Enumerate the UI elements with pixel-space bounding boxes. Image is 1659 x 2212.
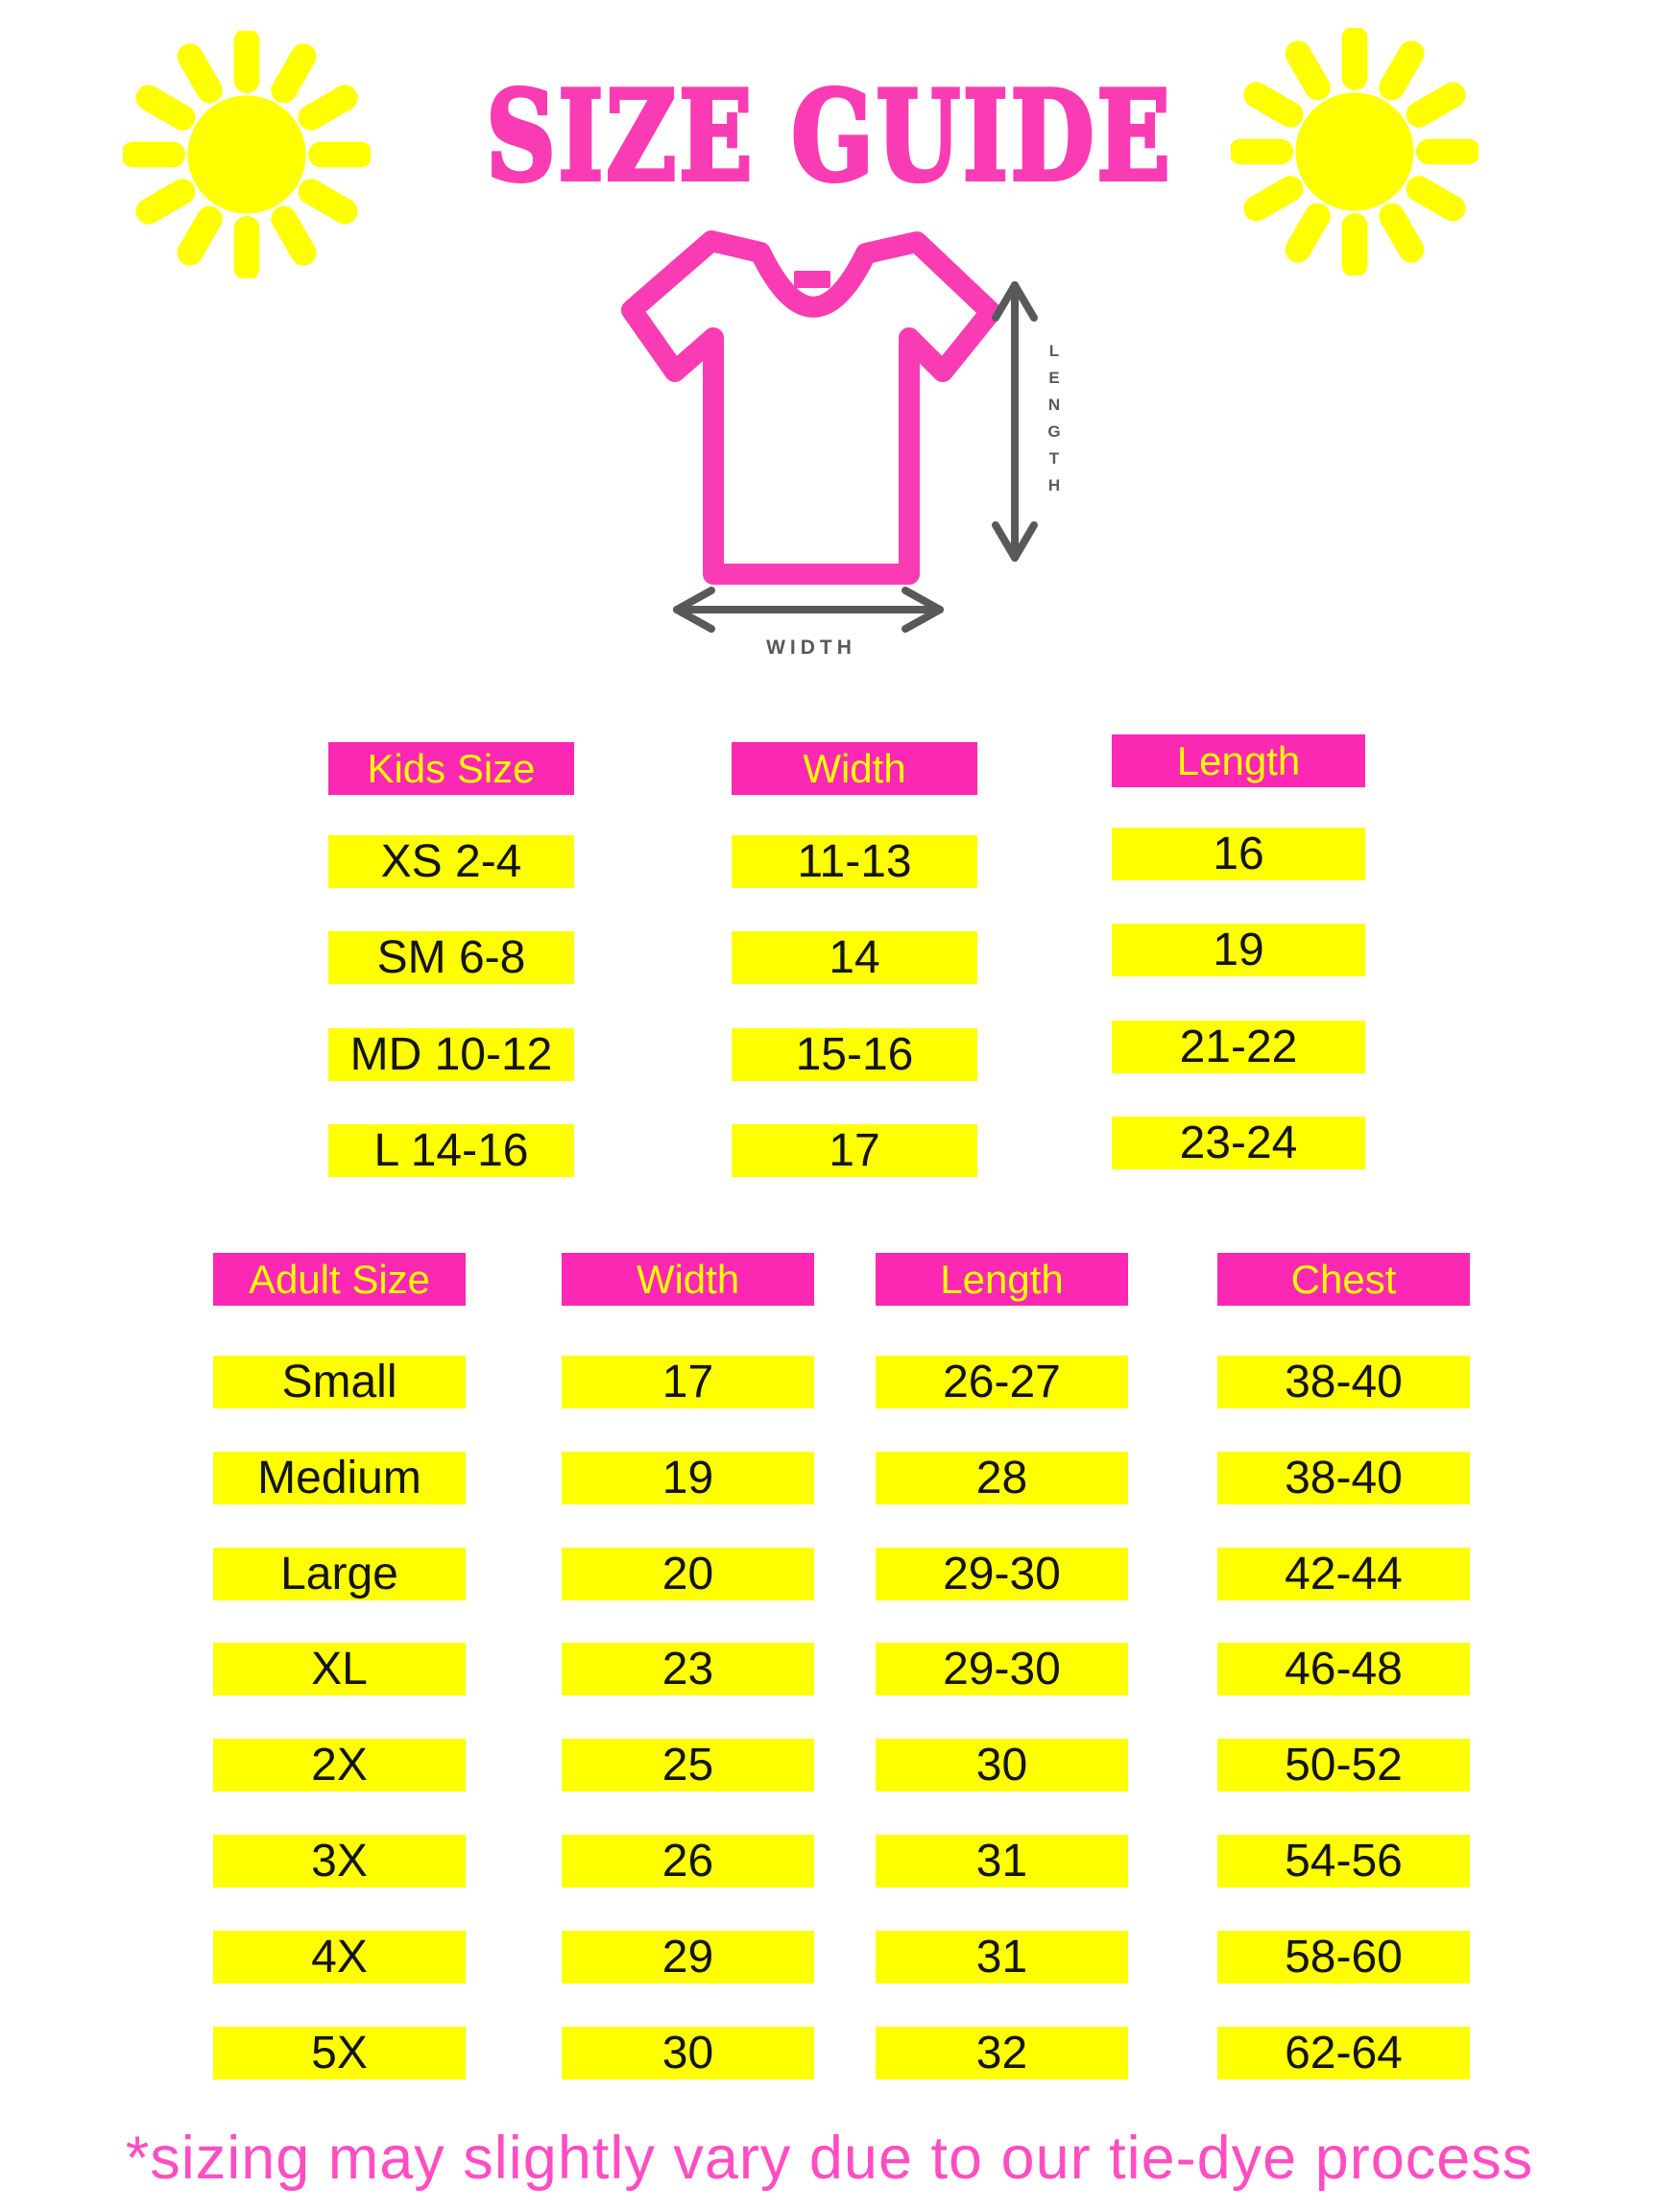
column-header: Length (1112, 734, 1365, 787)
table-cell: 29 (562, 1931, 814, 1984)
footnote: *sizing may slightly vary due to our tie… (125, 2125, 1534, 2192)
arrow-horizontal-icon (673, 587, 944, 633)
table-cell: 21-22 (1112, 1021, 1365, 1073)
table-cell: 23-24 (1112, 1117, 1365, 1169)
tshirt-icon (621, 230, 1001, 585)
table-cell: 31 (876, 1931, 1128, 1984)
column-header: Length (876, 1253, 1128, 1306)
table-cell: 2X (213, 1739, 466, 1791)
table-cell: 38-40 (1217, 1356, 1470, 1408)
table-cell: 4X (213, 1931, 466, 1984)
table-cell: 30 (562, 2027, 814, 2080)
sun-icon (123, 31, 371, 278)
table-cell: SM 6-8 (328, 931, 574, 984)
table-cell: 62-64 (1217, 2027, 1470, 2080)
table-cell: 54-56 (1217, 1835, 1470, 1887)
arrow-vertical-icon (992, 281, 1038, 562)
table-cell: 19 (562, 1452, 814, 1504)
table-cell: 26-27 (876, 1356, 1128, 1408)
table-cell: 14 (732, 931, 977, 984)
tshirt-diagram (621, 230, 1038, 633)
table-cell: 29-30 (876, 1643, 1128, 1695)
table-cell: 58-60 (1217, 1931, 1470, 1984)
table-cell: 15-16 (732, 1028, 977, 1081)
table-cell: 5X (213, 2027, 466, 2080)
table-cell: 26 (562, 1835, 814, 1887)
table-cell: 32 (876, 2027, 1128, 2080)
column-header: Chest (1217, 1253, 1470, 1306)
column-header: Kids Size (328, 742, 574, 795)
column-header: Adult Size (213, 1253, 466, 1306)
table-cell: 16 (1112, 828, 1365, 880)
kids-size-table: Kids Size Width Length XS 2-4 11-13 16 SM 6-8 1… (0, 734, 1659, 1234)
table-cell: MD 10-12 (328, 1028, 574, 1081)
table-cell: 28 (876, 1452, 1128, 1504)
sun-icon (1231, 28, 1479, 276)
table-cell: Small (213, 1356, 466, 1408)
column-header: Width (562, 1253, 814, 1306)
table-cell: 38-40 (1217, 1452, 1470, 1504)
table-cell: 3X (213, 1835, 466, 1887)
page-title: SIZE GUIDE (484, 60, 1173, 210)
table-cell: Medium (213, 1452, 466, 1504)
table-cell: Large (213, 1548, 466, 1600)
table-cell: 19 (1112, 924, 1365, 976)
table-cell: 25 (562, 1739, 814, 1791)
table-cell: 20 (562, 1548, 814, 1600)
table-cell: 42-44 (1217, 1548, 1470, 1600)
table-cell: 29-30 (876, 1548, 1128, 1600)
table-cell: 50-52 (1217, 1739, 1470, 1791)
table-cell: L 14-16 (328, 1124, 574, 1177)
table-cell: 30 (876, 1739, 1128, 1791)
adult-size-table: Adult Size Width Length Chest Small 17 26-27 38… (0, 1253, 1659, 2098)
table-cell: 31 (876, 1835, 1128, 1887)
table-cell: XS 2-4 (328, 835, 574, 888)
table-cell: 23 (562, 1643, 814, 1695)
width-label: WIDTH (766, 637, 856, 659)
table-cell: XL (213, 1643, 466, 1695)
table-cell: 17 (732, 1124, 977, 1177)
column-header: Width (732, 742, 977, 795)
table-cell: 17 (562, 1356, 814, 1408)
table-cell: 46-48 (1217, 1643, 1470, 1695)
table-cell: 11-13 (732, 835, 977, 888)
